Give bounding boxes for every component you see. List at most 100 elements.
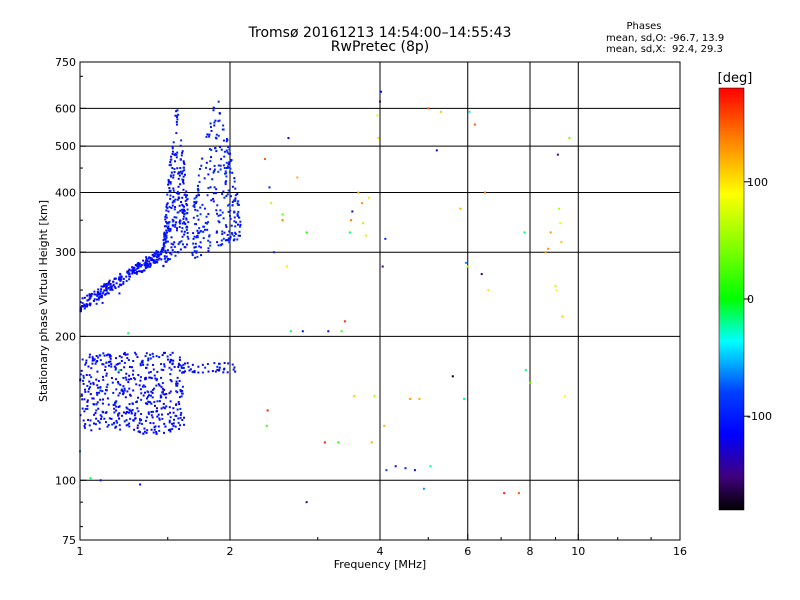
echo-point [171,147,174,150]
echo-point [108,279,111,282]
echo-point [118,405,121,408]
echo-point [99,389,102,392]
echo-point [89,393,92,396]
echo-point [184,362,187,365]
echo-point [170,253,173,256]
echo-point [123,352,126,355]
echo-point [230,159,233,162]
echo-point [227,152,230,155]
echo-point [130,410,133,413]
echo-point [93,293,96,296]
echo-point [174,414,177,417]
echo-point [81,302,84,305]
echo-point [201,371,204,374]
echo-point [110,417,113,420]
echo-point [169,181,172,184]
echo-point [115,409,118,412]
echo-point [176,109,179,112]
echo-point [87,390,90,393]
echo-point [179,144,182,147]
echo-point [228,148,231,151]
echo-point [104,283,107,286]
echo-point [227,239,230,242]
grid-lines [80,62,680,540]
echo-point [86,405,89,408]
echo-point [141,385,144,388]
echo-point [165,405,168,408]
echo-point [176,408,179,411]
echo-point [172,224,175,227]
echo-point [145,257,148,260]
echo-point [151,416,154,419]
echo-point [120,359,123,362]
echo-point [128,425,131,428]
echo-point [91,359,94,362]
echo-point [148,256,151,259]
echo-point [104,392,107,395]
echo-point [125,275,128,278]
echo-point [213,164,216,167]
echo-point [90,295,93,298]
echo-point [79,373,82,376]
echo-point [115,425,118,428]
echo-point [234,225,237,228]
echo-point [219,146,222,149]
echo-point [175,229,178,232]
echo-point [181,151,184,154]
echo-point [468,110,471,113]
echo-point [143,430,146,433]
echo-point [178,380,181,383]
echo-point [104,284,107,287]
echo-point [237,203,240,206]
echo-point [167,222,170,225]
echo-point [120,278,123,281]
echo-point [182,188,185,191]
echo-point [86,384,89,387]
echo-point [106,291,109,294]
echo-point [118,392,121,395]
echo-point [224,170,227,173]
echo-point [170,155,173,158]
echo-point [234,232,237,235]
echo-point [524,369,527,372]
echo-point [134,263,137,266]
echo-point [203,177,206,180]
echo-point [206,194,209,197]
echo-point [233,238,236,241]
x-axis-label: Frequency [MHz] [334,558,426,571]
echo-point [115,400,118,403]
echo-point [113,285,116,288]
echo-point [224,183,227,186]
echo-point [140,264,143,267]
echo-point [305,231,308,234]
echo-point [144,267,147,270]
echo-point [139,419,142,422]
echo-point [175,221,178,224]
echo-point [215,188,218,191]
echo-point [125,406,128,409]
echo-point [201,203,204,206]
echo-point [194,202,197,205]
echo-point [175,380,178,383]
echo-point [162,243,165,246]
echo-point [130,377,133,380]
echo-point [225,195,228,198]
x-tick-label: 1 [77,545,84,558]
echo-point [231,233,234,236]
echo-point [225,167,228,170]
echo-point [176,190,179,193]
echo-point [404,467,407,470]
echo-point [132,267,135,270]
echo-point [149,262,152,265]
echo-point [88,293,91,296]
echo-point [127,381,130,384]
echo-point [86,305,89,308]
echo-point [226,233,229,236]
echo-point [142,394,145,397]
echo-point [281,213,284,216]
echo-point [220,158,223,161]
echo-point [164,218,167,221]
echo-point [230,195,233,198]
echo-point [119,279,122,282]
echo-point [129,275,132,278]
